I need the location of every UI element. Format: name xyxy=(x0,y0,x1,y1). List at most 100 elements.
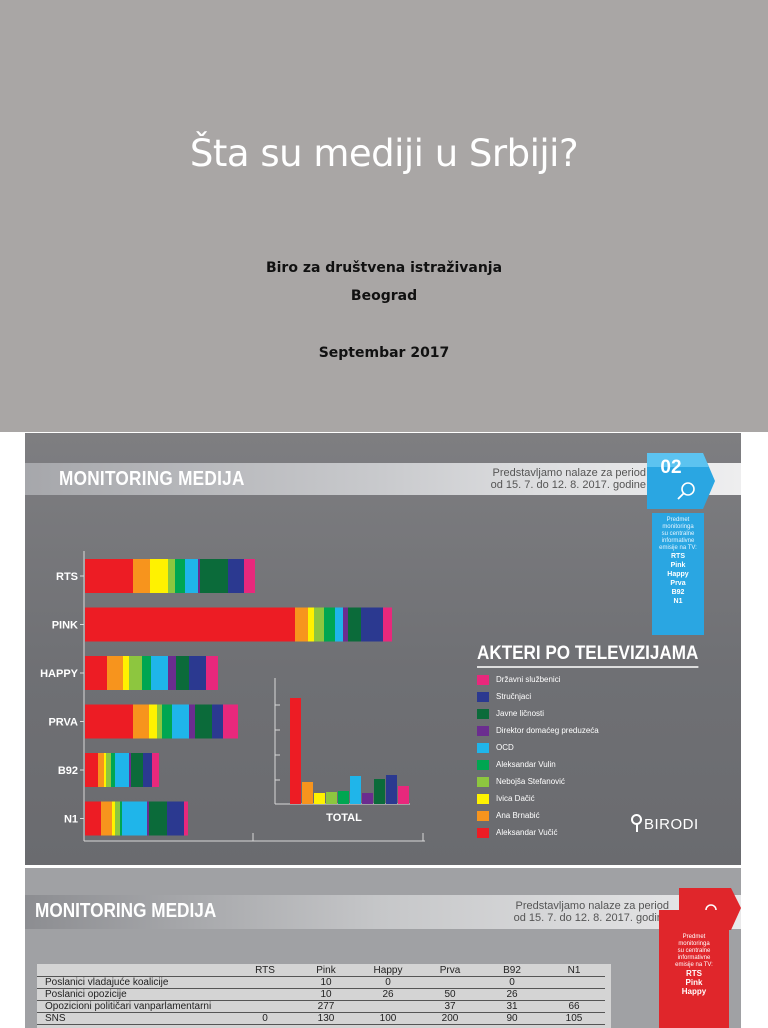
table-row: SNS 0 130 100 200 90 105 xyxy=(37,1012,605,1025)
bar-segment xyxy=(184,801,188,836)
data-table: RTS Pink Happy Prva B92 N1 Poslanici vla… xyxy=(37,965,605,1025)
bar-segment xyxy=(149,801,167,836)
table-cell: 26 xyxy=(357,988,419,1001)
total-bar xyxy=(314,793,325,804)
ribbon-channel: RTS xyxy=(671,553,685,560)
ribbon-channel: N1 xyxy=(673,598,683,605)
ribbon-channel: Pink xyxy=(670,562,686,569)
bar-segment xyxy=(107,656,123,690)
slide3-period-line-1: Predstavljamo nalaze za period xyxy=(515,900,669,912)
bar-segment xyxy=(168,559,175,593)
table-cell: 0 xyxy=(235,1012,295,1025)
slide3-period-line-2: od 15. 7. do 12. 8. 2017. godine xyxy=(513,912,669,924)
total-chart: TOTAL xyxy=(274,678,410,824)
bar-segment xyxy=(185,559,198,593)
ribbon-line: informativne xyxy=(661,538,695,544)
bar-segment xyxy=(85,704,133,739)
bar-segment xyxy=(112,801,115,836)
legend-label: OCD xyxy=(496,743,514,752)
category-label: PRVA xyxy=(48,717,78,729)
bar-segment xyxy=(324,607,335,642)
bar-segment xyxy=(167,801,184,836)
bar-segment xyxy=(195,704,212,739)
bar-segment xyxy=(162,704,172,739)
table-cell: SNS xyxy=(37,1012,235,1025)
category-label: PINK xyxy=(52,620,78,632)
table-cell: 130 xyxy=(295,1012,357,1025)
legend-swatch xyxy=(477,794,489,804)
table-cell: Opozicioni političari vanparlamentarni xyxy=(37,1000,235,1013)
table-header-cell: Pink xyxy=(295,965,357,977)
table-header-cell: Prva xyxy=(419,965,481,977)
table-cell xyxy=(543,976,605,989)
period-line-2: od 15. 7. do 12. 8. 2017. godine xyxy=(490,479,646,491)
slide3-channels-ribbon: Predmet monitoringa su centralne informa… xyxy=(659,910,729,1028)
total-bar xyxy=(398,786,409,804)
slide3-ribbon-line: monitoringa xyxy=(678,941,710,947)
legend-label: Aleksandar Vučić xyxy=(496,828,558,837)
bar-segment xyxy=(348,607,361,642)
bar-segment xyxy=(198,559,200,593)
bar-segment xyxy=(106,753,111,787)
city-name: Beograd xyxy=(350,288,418,304)
table-cell: 50 xyxy=(419,988,481,1001)
bar-segment xyxy=(383,607,392,642)
table-header-cell: B92 xyxy=(481,965,543,977)
legend-label: Aleksandar Vulin xyxy=(496,760,556,769)
table-cell: 277 xyxy=(295,1000,357,1013)
bar-segment xyxy=(120,801,122,836)
legend-label: Stručnjaci xyxy=(496,692,532,701)
total-bar xyxy=(338,791,349,804)
ribbon-channel: Happy xyxy=(667,571,689,578)
total-label: TOTAL xyxy=(326,812,362,824)
table-cell: Poslanici vladajuće koalicije xyxy=(37,976,235,989)
bar-segment xyxy=(85,607,295,642)
bar-segment xyxy=(151,656,168,690)
total-bar xyxy=(326,792,337,804)
table-cell xyxy=(235,988,295,1001)
table-cell: 37 xyxy=(419,1000,481,1013)
slide-header-title: MONITORING MEDIJA xyxy=(59,468,245,490)
bar-segment xyxy=(200,559,228,593)
bar-segment xyxy=(149,704,157,739)
total-bar xyxy=(374,779,385,804)
bar-segment xyxy=(115,753,129,787)
bar-segment xyxy=(129,656,142,690)
legend-swatch xyxy=(477,760,489,770)
bar-segment xyxy=(143,753,152,787)
bar-segment xyxy=(150,559,168,593)
legend-swatch xyxy=(477,692,489,702)
bar-segment xyxy=(244,559,255,593)
slide3-ribbon-channel: Happy xyxy=(681,987,707,996)
slide3-ribbon-line: informativne xyxy=(677,955,711,961)
table-cell xyxy=(357,1000,419,1013)
legend-swatch xyxy=(477,726,489,736)
badge-tag: 02 xyxy=(647,453,715,509)
bar-segment xyxy=(189,704,195,739)
bar-segment xyxy=(152,753,159,787)
table-cell: 10 xyxy=(295,988,357,1001)
table-row: Opozicioni političari vanparlamentarni 2… xyxy=(37,1000,605,1013)
legend-swatch xyxy=(477,777,489,787)
slide3-header-title: MONITORING MEDIJA xyxy=(35,900,217,922)
table-header-cell: N1 xyxy=(543,965,605,977)
total-bar xyxy=(290,698,301,804)
monitoring-slide: MONITORING MEDIJA Predstavljamo nalaze z… xyxy=(25,433,741,865)
category-label: RTS xyxy=(56,571,78,583)
date-line: Septembar 2017 xyxy=(318,345,450,361)
bar-segment xyxy=(111,753,115,787)
legend-label: Ivica Dačić xyxy=(496,794,535,803)
bar-segment xyxy=(335,607,343,642)
table-header-cell: Happy xyxy=(357,965,419,977)
bar-segment xyxy=(308,607,314,642)
bar-segment xyxy=(98,753,104,787)
slide3-ribbon-line: emisije na TV: xyxy=(675,962,713,968)
ribbon-line: emisije na TV: xyxy=(659,545,697,551)
category-label: N1 xyxy=(64,814,78,826)
period-line-1: Predstavljamo nalaze za period xyxy=(492,467,646,479)
legend-swatch xyxy=(477,811,489,821)
bar-segment xyxy=(85,753,98,787)
table-header-cell xyxy=(37,965,235,977)
slide3-ribbon-channel: RTS xyxy=(686,969,702,978)
table-header-row: RTS Pink Happy Prva B92 N1 xyxy=(37,965,605,977)
